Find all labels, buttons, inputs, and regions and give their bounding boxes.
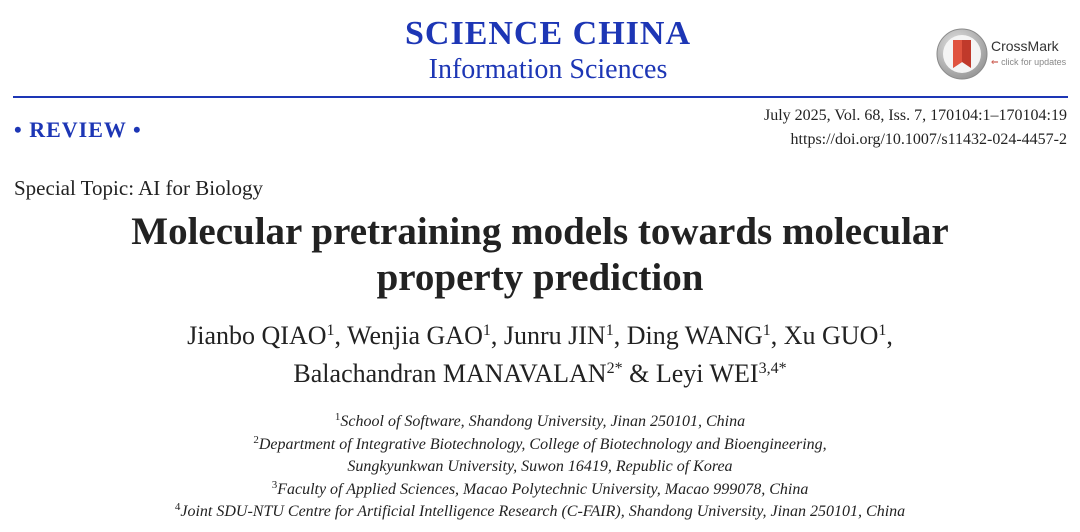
author-name: Junru JIN: [503, 321, 606, 350]
author-separator: ,: [490, 321, 504, 350]
author-name: Wenjia GAO: [347, 321, 483, 350]
author-affiliation-marker: 1: [326, 322, 335, 339]
author-separator: ,: [886, 321, 893, 350]
journal-name: SCIENCE CHINA: [405, 15, 691, 52]
affiliation-text: School of Software, Shandong University,…: [340, 413, 746, 430]
affiliation-continuation: Sungkyunkwan University, Suwon 16419, Re…: [0, 456, 1080, 479]
affiliation-text: Faculty of Applied Sciences, Macao Polyt…: [277, 480, 809, 498]
article-type: • REVIEW •: [14, 117, 142, 142]
affiliation-marker: 2: [253, 433, 259, 446]
affiliation: 3Faculty of Applied Sciences, Macao Poly…: [0, 479, 1080, 502]
author-separator: ,: [334, 321, 348, 350]
author-line: Balachandran MANAVALAN2* & Leyi WEI3,4*: [0, 355, 1080, 393]
affiliation: 4Joint SDU-NTU Centre for Artificial Int…: [0, 501, 1080, 524]
crossmark-icon: [936, 28, 988, 80]
special-topic: Special Topic: AI for Biology: [14, 176, 263, 200]
issue-info: July 2025, Vol. 68, Iss. 7, 170104:1–170…: [764, 107, 1067, 124]
paper-title-line: Molecular pretraining models towards mol…: [131, 210, 949, 253]
author-list: Jianbo QIAO1, Wenjia GAO1, Junru JIN1, D…: [0, 317, 1080, 393]
arrow-left-icon: ⇐: [991, 57, 999, 67]
affiliation-list: 1School of Software, Shandong University…: [0, 411, 1080, 524]
affiliation-marker: 4: [174, 501, 181, 513]
crossmark-title: CrossMark: [991, 38, 1059, 54]
crossmark-subtitle: ⇐ click for updates: [991, 57, 1066, 68]
paper-title-line: property prediction: [376, 256, 704, 299]
affiliation-marker: 1: [334, 411, 341, 423]
author-name: Xu GUO: [783, 321, 879, 350]
author-name: Jianbo QIAO: [187, 321, 327, 350]
author-affiliation-marker: 1: [878, 322, 887, 339]
citation-block: July 2025, Vol. 68, Iss. 7, 170104:1–170…: [764, 104, 1067, 152]
affiliation-text: Department of Integrative Biotechnology,…: [258, 435, 827, 453]
author-line: Jianbo QIAO1, Wenjia GAO1, Junru JIN1, D…: [0, 317, 1080, 355]
author-affiliation-marker: 2*: [606, 360, 623, 377]
journal-subtitle: Information Sciences: [428, 54, 668, 85]
author-separator: &: [622, 359, 656, 388]
author-name: Ding WANG: [626, 321, 763, 350]
author-affiliation-marker: 3,4*: [758, 360, 787, 377]
crossmark-badge[interactable]: CrossMark ⇐ click for updates: [936, 28, 1071, 80]
author-affiliation-marker: 1: [762, 322, 771, 339]
affiliation: 1School of Software, Shandong University…: [0, 411, 1080, 434]
author-separator: ,: [613, 321, 627, 350]
affiliation: 2Department of Integrative Biotechnology…: [0, 434, 1080, 457]
paper-title: Molecular pretraining models towards mol…: [0, 209, 1080, 301]
affiliation-marker: 3: [271, 478, 278, 491]
author-affiliation-marker: 1: [605, 322, 614, 339]
author-separator: ,: [770, 321, 784, 350]
affiliation-text: Sungkyunkwan University, Suwon 16419, Re…: [347, 458, 733, 475]
crossmark-subtitle-text: click for updates: [1001, 57, 1067, 67]
header-divider: [13, 96, 1068, 98]
doi-link[interactable]: https://doi.org/10.1007/s11432-024-4457-…: [790, 131, 1067, 148]
author-name: Balachandran MANAVALAN: [293, 359, 607, 388]
affiliation-text: Joint SDU-NTU Centre for Artificial Inte…: [180, 503, 906, 520]
author-affiliation-marker: 1: [482, 322, 491, 339]
author-name: Leyi WEI: [655, 359, 759, 388]
